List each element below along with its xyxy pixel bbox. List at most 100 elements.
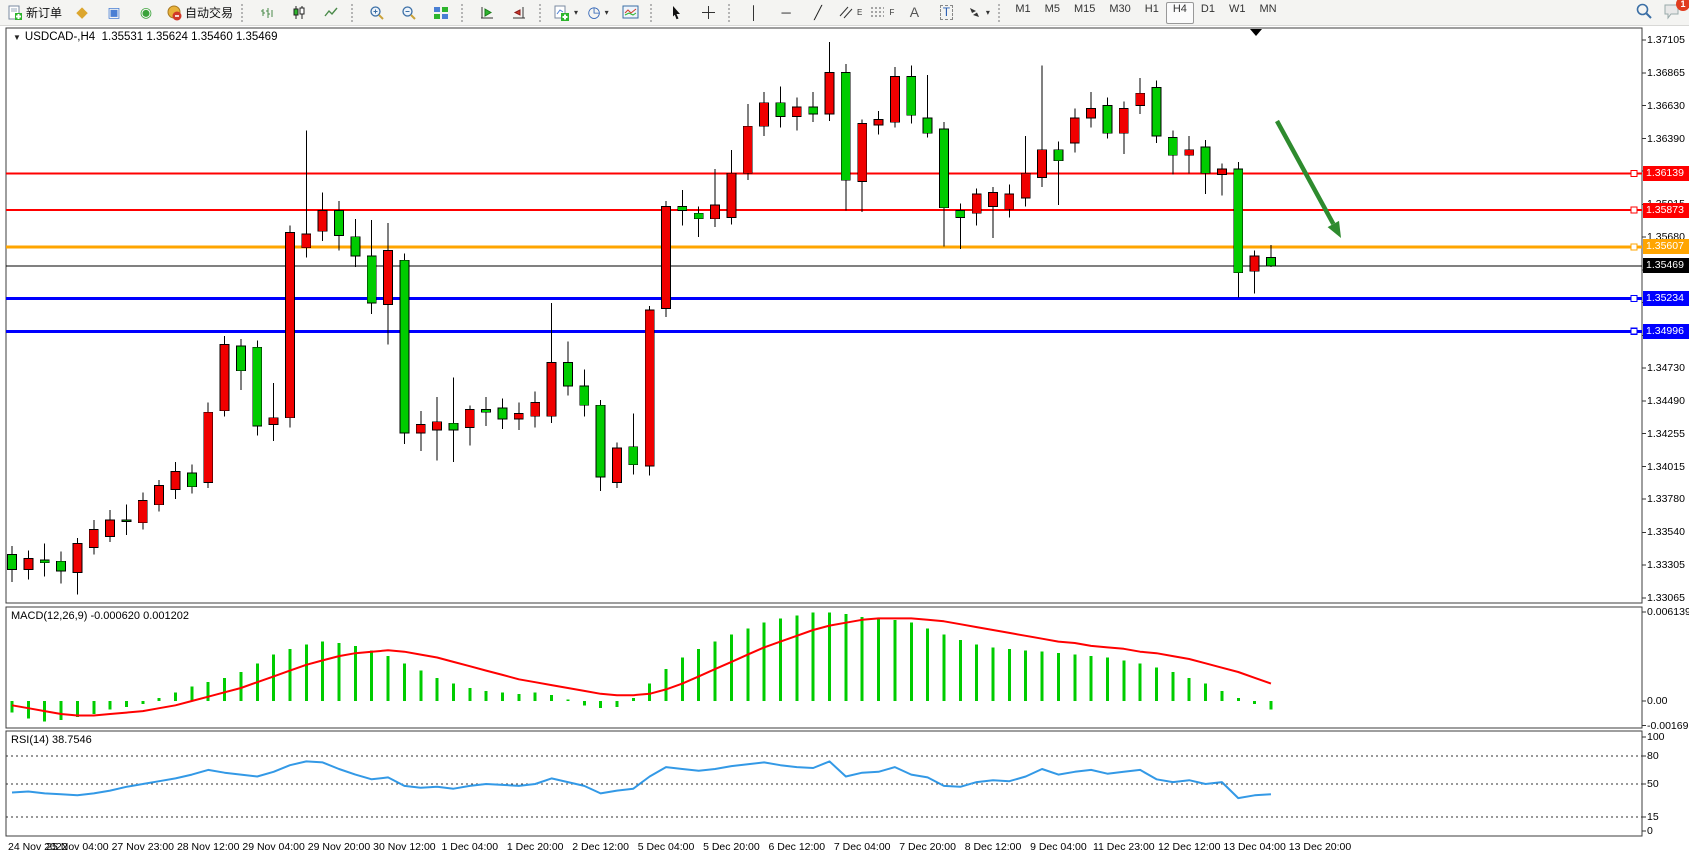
text-tool-button[interactable]: A [898, 1, 930, 25]
trendline-button[interactable]: ╱ [802, 1, 834, 25]
timeframe-M15[interactable]: M15 [1073, 2, 1096, 15]
horizontal-line-icon: ─ [781, 5, 791, 20]
toolbar-grip [461, 3, 467, 22]
date-label: 12 Dec 12:00 [1157, 841, 1221, 853]
macd-bar [1089, 656, 1093, 701]
funds-button[interactable]: ◆ [66, 1, 98, 25]
macd-bar [501, 692, 504, 701]
candle-body [415, 424, 426, 434]
macd-signal-line [11, 617, 1272, 717]
notifications-button[interactable]: 1 [1663, 0, 1689, 20]
candle-body [1135, 92, 1146, 106]
signals-icon: ◉ [139, 4, 153, 20]
crosshair-button[interactable] [692, 1, 724, 25]
candle-body [448, 422, 459, 431]
price-axis-label: 1.34015 [1647, 460, 1685, 473]
date-label: 6 Dec 12:00 [768, 841, 826, 853]
signals-button[interactable]: ◉ [130, 1, 162, 25]
macd-label: MACD(12,26,9) -0.000620 0.001202 [11, 610, 189, 622]
macd-bar [942, 634, 946, 701]
auto-scroll-button[interactable] [471, 1, 503, 25]
macd-bar [190, 686, 194, 701]
candle-body [791, 106, 802, 118]
zoom-in-button[interactable] [361, 1, 393, 25]
date-label: 7 Dec 20:00 [899, 841, 956, 853]
hline-handle-1.35234[interactable] [1630, 294, 1638, 302]
hline-handle-1.35873[interactable] [1630, 206, 1638, 214]
hline-handle-1.35607[interactable] [1630, 243, 1638, 251]
toolbar-grip [650, 3, 656, 22]
symbol-title: USDCAD-,H4 [24, 31, 96, 43]
macd-bar [599, 701, 603, 709]
candle-body [1102, 105, 1113, 134]
date-label: 8 Dec 12:00 [964, 841, 1022, 853]
macd-bar [664, 669, 668, 701]
templates-button[interactable] [614, 1, 646, 25]
date-label: 13 Dec 04:00 [1223, 841, 1286, 853]
price-tag-1.35607: 1.35607 [1643, 239, 1689, 255]
candle-body [677, 206, 688, 211]
chart-shift-button[interactable] [503, 1, 535, 25]
hline-handle-1.34996[interactable] [1630, 327, 1638, 335]
periods-button[interactable]: ◷ ▾ [582, 1, 614, 25]
arrows-tool-button[interactable]: ▾ [962, 1, 994, 25]
cursor-icon [673, 6, 681, 20]
text-label-button[interactable]: T [930, 1, 962, 25]
price-tag-1.35873: 1.35873 [1643, 202, 1689, 218]
macd-bar [975, 644, 979, 701]
autotrading-button[interactable]: 自动交易 [162, 1, 237, 25]
candle-body [644, 309, 655, 467]
vertical-line-button[interactable]: │ [738, 1, 770, 25]
candle-body [628, 446, 639, 466]
date-label: 29 Nov 04:00 [242, 841, 305, 853]
timeframe-W1[interactable]: W1 [1228, 2, 1246, 15]
timeframe-MN[interactable]: MN [1259, 2, 1277, 15]
new-order-button[interactable]: 新订单 [3, 1, 66, 25]
chart-shift-marker [1250, 29, 1262, 36]
candlestick-chart-button[interactable] [283, 1, 315, 25]
community-button[interactable]: ▣ [98, 1, 130, 25]
indicators-button[interactable]: ▾ [549, 1, 582, 25]
candle-body [693, 212, 704, 220]
line-chart-button[interactable] [315, 1, 347, 25]
candle-body [824, 72, 835, 115]
cursor-button[interactable] [660, 1, 692, 25]
macd-bar [729, 634, 733, 701]
timeframe-M5[interactable]: M5 [1044, 2, 1060, 15]
equidistant-channel-button[interactable]: E [834, 1, 866, 25]
down-arrow-annotation[interactable] [1275, 119, 1336, 226]
candle-body [955, 210, 966, 218]
timeframe-H1[interactable]: H1 [1144, 2, 1159, 15]
macd-bar [958, 640, 962, 701]
timeframe-M30[interactable]: M30 [1109, 2, 1131, 15]
macd-bar [909, 622, 913, 701]
notification-badge: 1 [1676, 0, 1689, 11]
tile-windows-button[interactable] [425, 1, 457, 25]
symbol-header: ▼ USDCAD-,H4 1.35531 1.35624 1.35460 1.35… [13, 31, 277, 43]
macd-bar [1253, 701, 1257, 704]
candle-body [366, 255, 377, 304]
macd-bar [206, 682, 210, 701]
macd-bar [631, 698, 635, 701]
macd-axis-label: 0.00 [1647, 695, 1668, 707]
candle-body [1086, 107, 1096, 119]
timeframe-M1[interactable]: M1 [1015, 2, 1031, 15]
candle-body [890, 76, 900, 123]
macd-bar [124, 701, 128, 707]
fibonacci-button[interactable]: F [866, 1, 898, 25]
timeframe-H4[interactable]: H4 [1165, 1, 1194, 24]
indicators-icon [554, 5, 570, 21]
search-icon[interactable] [1635, 2, 1653, 20]
chart-shift-icon [513, 6, 526, 18]
macd-bar [1056, 653, 1060, 701]
zoom-out-button[interactable] [393, 1, 425, 25]
main-panel-border [5, 27, 1643, 604]
horizontal-line-button[interactable]: ─ [770, 1, 802, 25]
hline-handle-1.36139[interactable] [1630, 169, 1638, 178]
vertical-line-icon: │ [749, 5, 759, 20]
macd-bar [697, 648, 701, 701]
timeframe-D1[interactable]: D1 [1200, 2, 1215, 15]
bar-chart-button[interactable] [251, 1, 283, 25]
candle-body [710, 204, 720, 220]
